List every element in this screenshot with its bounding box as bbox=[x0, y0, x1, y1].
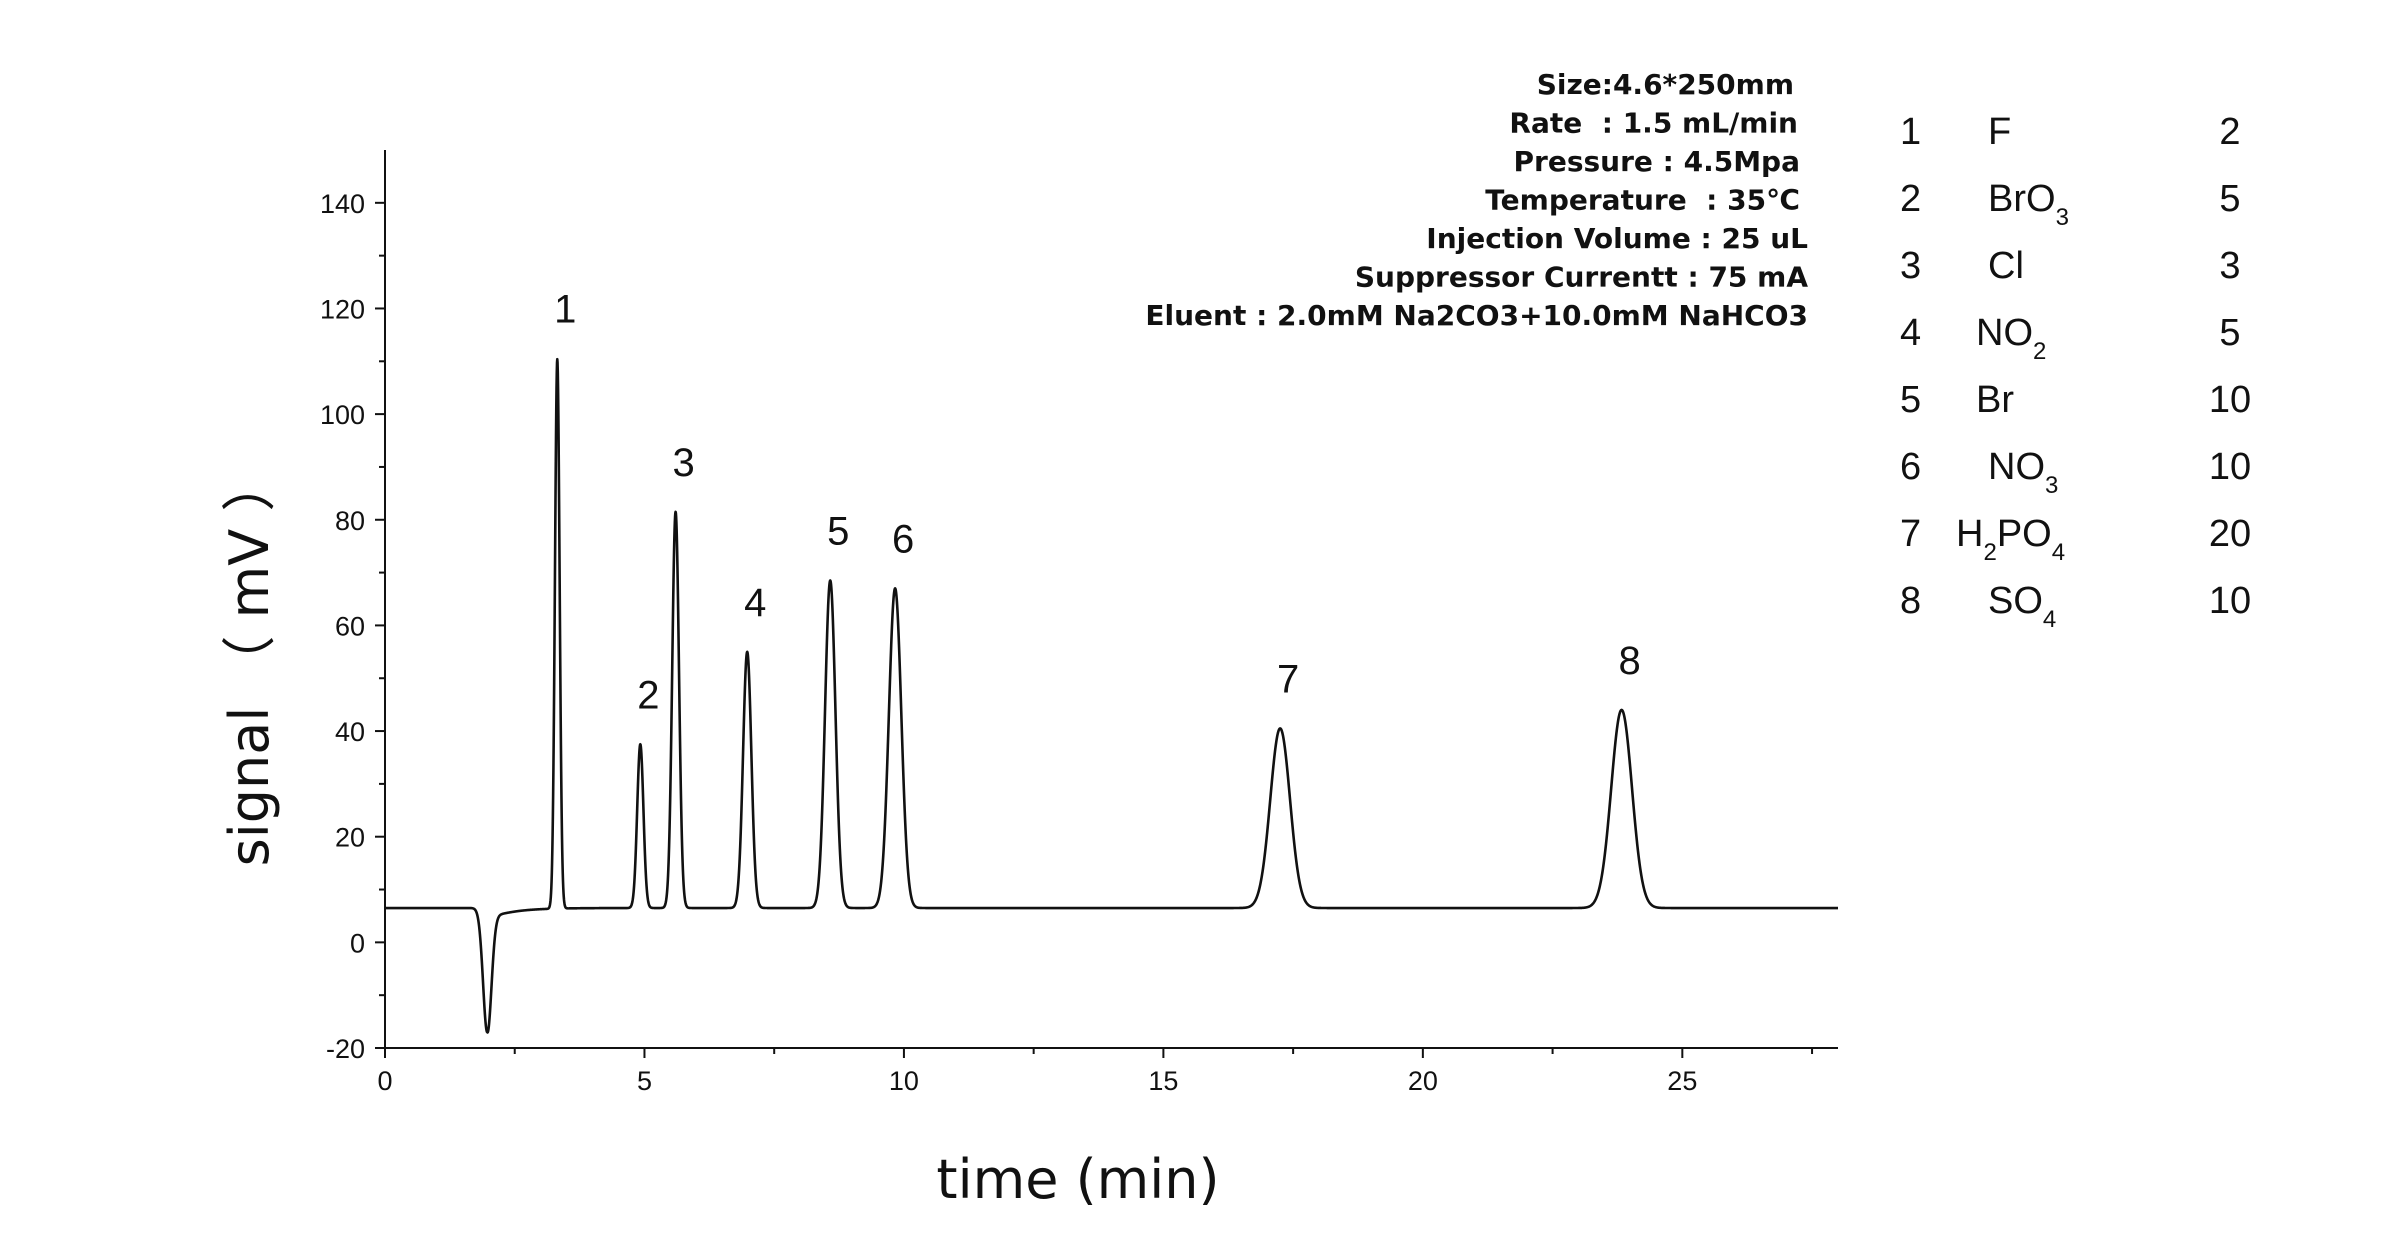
analyte-number: 1 bbox=[1900, 111, 1921, 153]
condition-line: Eluent : 2.0mM Na2CO3+10.0mM NaHCO3 bbox=[1145, 299, 1808, 332]
y-tick-label: 60 bbox=[335, 611, 365, 641]
peak-label: 1 bbox=[554, 288, 576, 332]
y-tick-label: 120 bbox=[320, 294, 365, 324]
analyte-table: 1 F 2 2 BrO3 5 3 Cl 3 4 NO2 5 5 Br 10 6 NO3 10 7 H2PO4 20 8 SO… bbox=[1900, 111, 2251, 633]
analyte-concentration: 10 bbox=[2209, 446, 2251, 488]
peak-label: 6 bbox=[892, 517, 914, 561]
x-axis-title: time (min) bbox=[936, 1148, 1219, 1211]
peak-label: 8 bbox=[1618, 639, 1640, 683]
analyte-ion: Br bbox=[1976, 379, 2014, 421]
analyte-concentration: 3 bbox=[2219, 245, 2240, 287]
analyte-number: 4 bbox=[1900, 312, 1921, 354]
x-tick-label: 0 bbox=[377, 1066, 392, 1096]
run-conditions: Size:4.6*250mm Rate : 1.5 mL/min Pressure … bbox=[1145, 68, 1808, 332]
condition-line: Injection Volume : 25 uL bbox=[1426, 222, 1808, 255]
analyte-concentration: 20 bbox=[2209, 513, 2251, 555]
analyte-ion: F bbox=[1988, 111, 2011, 153]
analyte-number: 8 bbox=[1900, 580, 1921, 622]
analyte-number: 5 bbox=[1900, 379, 1921, 421]
y-axis-title: signal （ mV ） bbox=[218, 458, 281, 867]
chromatogram-trace bbox=[383, 357, 1840, 1034]
condition-line: Pressure : 4.5Mpa bbox=[1514, 145, 1800, 178]
analyte-ion: BrO3 bbox=[1988, 178, 2069, 231]
x-tick-label: 5 bbox=[637, 1066, 652, 1096]
y-tick-label: -20 bbox=[326, 1034, 365, 1064]
analyte-concentration: 10 bbox=[2209, 580, 2251, 622]
condition-line: Rate : 1.5 mL/min bbox=[1509, 107, 1798, 140]
analyte-ion: H2PO4 bbox=[1956, 513, 2065, 566]
y-tick-label: 140 bbox=[320, 189, 365, 219]
analyte-concentration: 5 bbox=[2219, 178, 2240, 220]
y-tick-label: 0 bbox=[350, 928, 365, 958]
y-ticks: -20 0 20 40 60 80 100 120 140 bbox=[320, 189, 385, 1064]
analyte-ion: NO3 bbox=[1988, 446, 2058, 499]
x-ticks: 0 5 10 15 20 25 bbox=[377, 1048, 1814, 1096]
x-tick-label: 25 bbox=[1667, 1066, 1697, 1096]
peak-label: 3 bbox=[672, 441, 694, 485]
analyte-number: 3 bbox=[1900, 245, 1921, 287]
condition-line: Size:4.6*250mm bbox=[1537, 68, 1794, 101]
x-tick-label: 10 bbox=[889, 1066, 919, 1096]
analyte-ion: Cl bbox=[1988, 245, 2024, 287]
condition-line: Temperature : 35℃ bbox=[1485, 184, 1800, 217]
x-tick-label: 15 bbox=[1148, 1066, 1178, 1096]
y-tick-label: 20 bbox=[335, 823, 365, 853]
analyte-concentration: 5 bbox=[2219, 312, 2240, 354]
x-tick-label: 20 bbox=[1408, 1066, 1438, 1096]
analyte-number: 2 bbox=[1900, 178, 1921, 220]
y-tick-label: 80 bbox=[335, 506, 365, 536]
y-tick-label: 40 bbox=[335, 717, 365, 747]
peak-label: 7 bbox=[1277, 657, 1299, 701]
analyte-ion: NO2 bbox=[1976, 312, 2046, 365]
peak-labels: 1 2 3 4 5 6 7 8 bbox=[554, 288, 1641, 718]
peak-label: 2 bbox=[637, 673, 659, 717]
analyte-concentration: 10 bbox=[2209, 379, 2251, 421]
peak-label: 5 bbox=[827, 510, 849, 554]
y-tick-label: 100 bbox=[320, 400, 365, 430]
peak-label: 4 bbox=[744, 581, 766, 625]
analyte-concentration: 2 bbox=[2219, 111, 2240, 153]
condition-line: Suppressor Currentt : 75 mA bbox=[1355, 261, 1808, 294]
analyte-number: 7 bbox=[1900, 513, 1921, 555]
analyte-number: 6 bbox=[1900, 446, 1921, 488]
analyte-ion: SO4 bbox=[1988, 580, 2056, 633]
